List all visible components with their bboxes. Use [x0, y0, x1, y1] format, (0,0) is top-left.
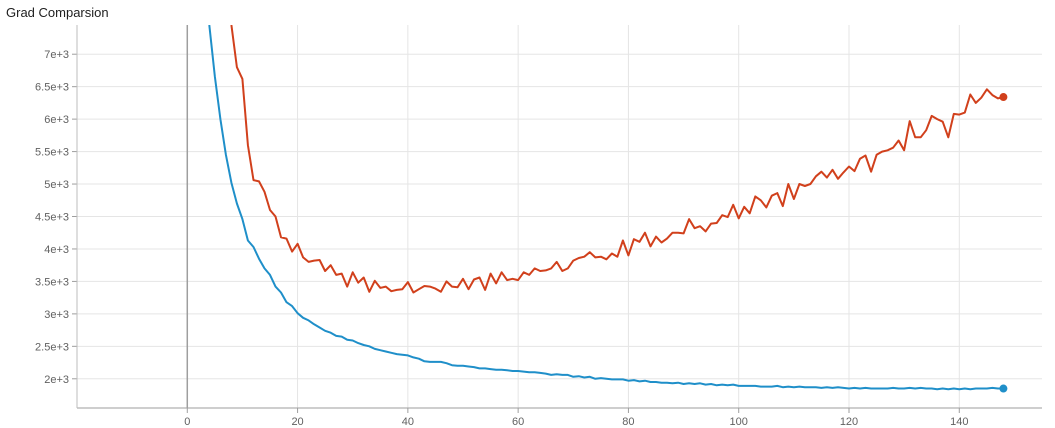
axes [72, 25, 1042, 413]
y-tick-label: 2e+3 [44, 374, 69, 386]
x-tick-label: 140 [950, 416, 968, 428]
series-2-line [208, 25, 1004, 391]
series-1-end-marker [999, 93, 1008, 102]
x-tick-label: 120 [840, 416, 858, 428]
gridlines [76, 25, 1042, 408]
tick-labels: 2e+3 2.5e+3 3e+3 3.5e+3 4e+3 4.5e+3 5e+3 5.5e+3… [35, 49, 968, 428]
y-tick-label: 7e+3 [44, 49, 69, 61]
y-tick-label: 3e+3 [44, 309, 69, 321]
y-tick-label: 4e+3 [44, 244, 69, 256]
series-1-line [230, 25, 1004, 294]
y-tick-label: 4.5e+3 [35, 212, 69, 224]
y-tick-label: 6e+3 [44, 114, 69, 126]
x-tick-label: 100 [730, 416, 748, 428]
x-tick-label: 40 [402, 416, 414, 428]
series-lines [208, 25, 1008, 393]
y-tick-label: 6.5e+3 [35, 82, 69, 94]
y-tick-label: 5.5e+3 [35, 147, 69, 159]
series-2-end-marker [999, 384, 1008, 393]
x-tick-label: 60 [512, 416, 524, 428]
x-tick-label: 80 [622, 416, 634, 428]
y-tick-label: 5e+3 [44, 179, 69, 191]
chart-title: Grad Comparsion [6, 5, 109, 20]
y-tick-label: 3.5e+3 [35, 276, 69, 288]
x-tick-label: 0 [184, 416, 190, 428]
x-tick-label: 20 [291, 416, 303, 428]
y-tick-label: 2.5e+3 [35, 341, 69, 353]
